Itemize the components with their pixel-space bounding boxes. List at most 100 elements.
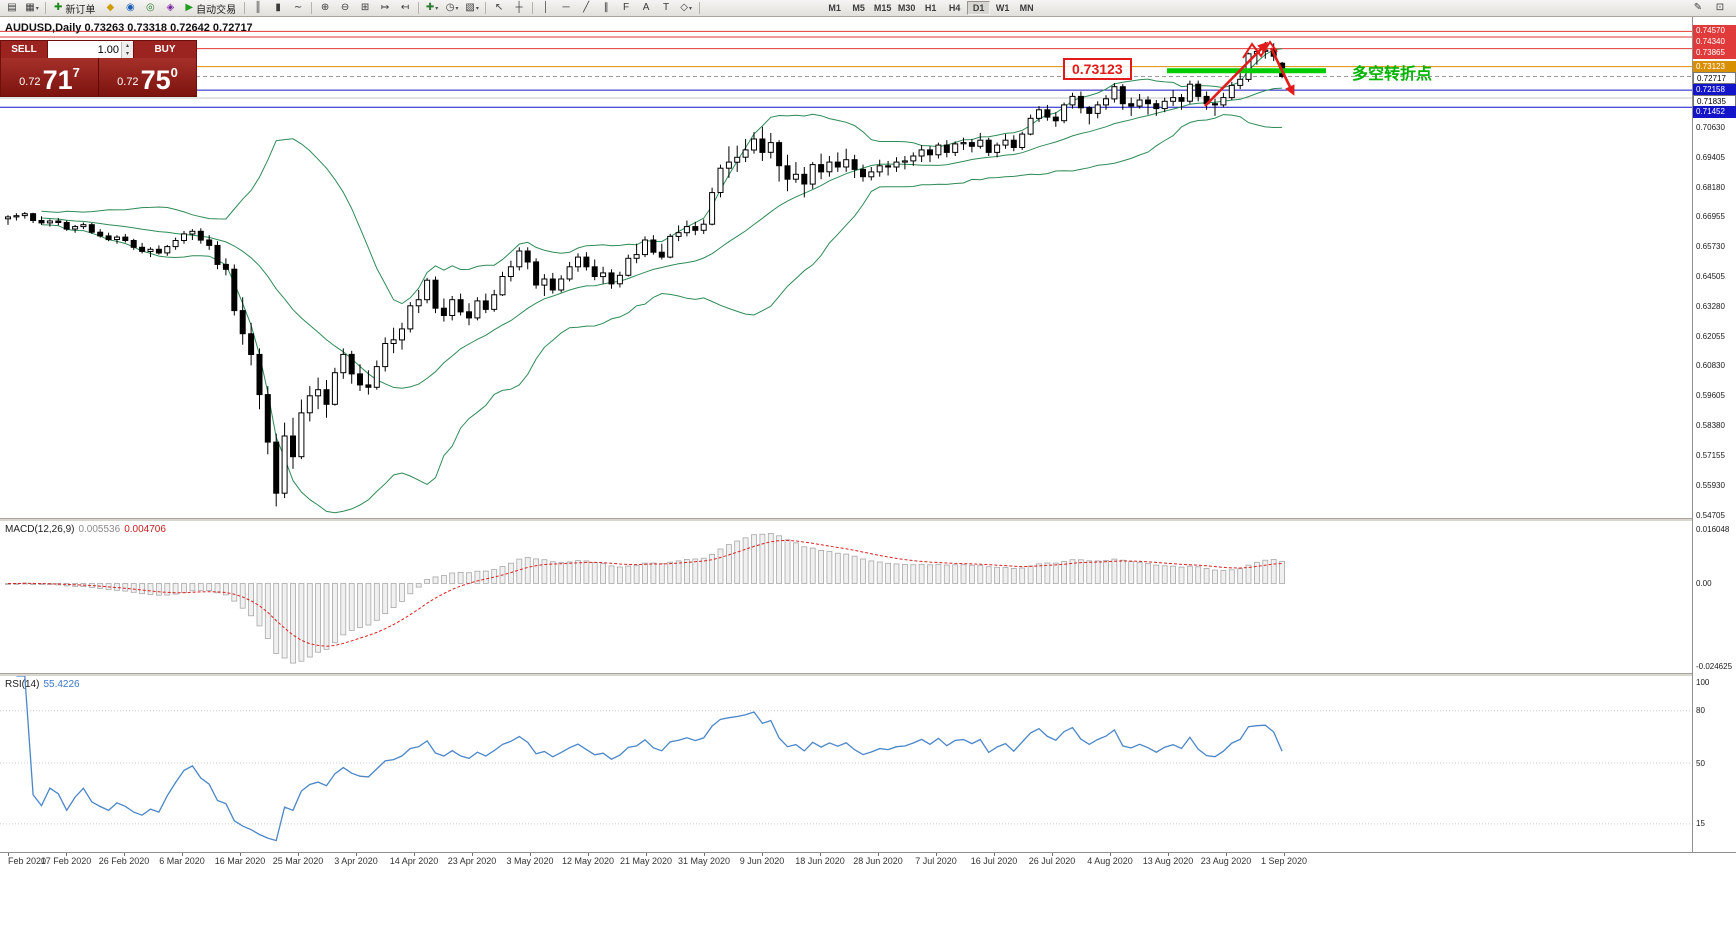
chart-shift-button[interactable]: ↤ (395, 1, 415, 15)
price-grid-label: 0.68180 (1696, 182, 1725, 192)
price-level-label: 0.74570 (1693, 25, 1736, 38)
timeframe-m5-button[interactable]: M5 (852, 3, 865, 13)
macd-histogram (5, 532, 1285, 664)
rsi-canvas[interactable] (0, 676, 1692, 850)
volume-up-button[interactable]: ▴ (122, 41, 133, 50)
timeframe-m15-button[interactable]: M15 (873, 3, 892, 13)
price-grid-label: 0.57155 (1696, 450, 1725, 460)
time-tick (936, 853, 937, 856)
candlestick-chart-button[interactable]: ▮ (268, 1, 288, 15)
price-callout[interactable]: 0.73123 (1063, 58, 1132, 80)
channel-button[interactable]: ∥ (596, 1, 616, 15)
price-grid-label: 0.59605 (1696, 391, 1725, 401)
new-chart-button[interactable]: ▤ (2, 1, 22, 15)
time-label: 16 Jul 2020 (970, 856, 1018, 866)
time-tick (8, 853, 9, 856)
price-grid-label: 0.54705 (1696, 510, 1725, 520)
trendline-icon: ╱ (583, 2, 590, 13)
templates-button[interactable]: ▧ ▾ (462, 1, 482, 15)
trendline-button[interactable]: ╱ (576, 1, 596, 15)
time-tick (66, 853, 67, 856)
price-axis[interactable]: 0.74570 0.74340 0.73865 0.73123 0.72717 0.721… (1692, 17, 1736, 852)
macd-scale-label: 0.00 (1696, 579, 1712, 588)
timeframe-h1-button[interactable]: H1 (924, 3, 937, 13)
tile-windows-icon: ⊞ (360, 2, 370, 13)
macd-canvas[interactable] (0, 521, 1692, 673)
tile-windows-button[interactable]: ⊞ (355, 1, 375, 15)
sell-button[interactable]: SELL (1, 41, 47, 58)
text-button[interactable]: A (636, 1, 656, 15)
zigzag-annotation[interactable] (1242, 40, 1278, 59)
vertical-line-button[interactable]: │ (536, 1, 556, 15)
toolbar-buttons: ▤ ▦ ▾ ✚ 新订单 ◆ ◉ ◎ ◈ ▶ 自动交易 ║ ▮ ∼ ⊕ ⊖ ⊞ ↦ ↤ ✚ ▾ ◷ ▾ ▧ ▾ ↖ ┼ │ ─ ╱ ∥ F A T ◇… (0, 1, 703, 16)
diamond-icon: ◆ (106, 2, 115, 13)
price-chart-canvas[interactable] (0, 18, 1692, 518)
auto-trading-button[interactable]: ▶ 自动交易 (180, 1, 241, 16)
auto-scroll-icon: ↦ (380, 2, 390, 13)
shapes-icon: ◇ (680, 2, 688, 13)
price-level-label: 0.73123 (1693, 60, 1736, 73)
auto-trading-button-label: 自动交易 (196, 4, 237, 16)
time-label: 7 Jul 2020 (915, 856, 957, 866)
macd-scale-label: -0.024625 (1696, 662, 1733, 672)
pencil-button[interactable]: ✎ (1688, 1, 1708, 15)
auto-scroll-button[interactable]: ↦ (375, 1, 395, 15)
time-label: 23 Aug 2020 (1200, 856, 1252, 866)
panel-toggle-button[interactable]: ⊡ (1710, 1, 1730, 15)
timeframe-h4-button[interactable]: H4 (948, 3, 961, 13)
time-label: 14 Apr 2020 (389, 856, 439, 866)
time-axis[interactable]: Feb 2020 17 Feb 2020 26 Feb 2020 6 Mar 2020… (0, 852, 1736, 868)
zoom-in-button[interactable]: ⊕ (315, 1, 335, 15)
turning-point-text[interactable]: 多空转折点 (1352, 66, 1433, 83)
timeframe-w1-button[interactable]: W1 (995, 3, 1010, 13)
price-grid-label: 0.62055 (1696, 331, 1725, 341)
timeframe-m30-button[interactable]: M30 (897, 3, 916, 13)
terminal-button[interactable]: ◈ (160, 1, 180, 15)
timeframe-m1-button[interactable]: M1 (828, 3, 841, 13)
market-watch-button[interactable]: ◉ (120, 1, 140, 15)
navigator-button[interactable]: ◎ (140, 1, 160, 15)
price-grid-label: 0.58380 (1696, 421, 1725, 430)
crosshair-icon: ┼ (515, 2, 523, 13)
price-grid-label: 0.64505 (1696, 271, 1725, 281)
price-grid-label: 0.60830 (1696, 361, 1725, 371)
text-label-button[interactable]: T (656, 1, 676, 15)
buy-price-button[interactable]: 0.72 75 0 (99, 58, 196, 96)
volume-down-button[interactable]: ▾ (122, 49, 133, 58)
time-tick (820, 853, 821, 856)
arrows-button[interactable]: ◇ ▾ (676, 1, 696, 15)
profiles-button[interactable]: ▦ ▾ (22, 1, 42, 15)
panel-icon: ⊡ (1715, 2, 1725, 13)
bar-chart-button[interactable]: ║ (248, 1, 268, 15)
line-chart-button[interactable]: ∼ (288, 1, 308, 15)
timeframe-mn-button[interactable]: MN (1019, 3, 1034, 13)
main-toolbar: ▤ ▦ ▾ ✚ 新订单 ◆ ◉ ◎ ◈ ▶ 自动交易 ║ ▮ ∼ ⊕ ⊖ ⊞ ↦ ↤ ✚ ▾ ◷ ▾ ▧ ▾ ↖ ┼ │ ─ ╱ ∥ F A T ◇… (0, 0, 1736, 17)
metaeditor-button[interactable]: ◆ (100, 1, 120, 15)
pane-splitter-rsi[interactable] (0, 673, 1736, 676)
price-level-label: 0.72717 (1693, 71, 1736, 84)
new-order-button[interactable]: ✚ 新订单 (49, 1, 100, 16)
cursor-button[interactable]: ↖ (489, 1, 509, 15)
pane-splitter-macd[interactable] (0, 518, 1736, 521)
rsi-scale-label: 80 (1696, 706, 1705, 716)
periods-button[interactable]: ◷ ▾ (442, 1, 462, 15)
buy-button[interactable]: BUY (134, 41, 196, 58)
sell-price-button[interactable]: 0.72 71 7 (1, 58, 98, 96)
toolbar-separator (532, 2, 534, 14)
horizontal-level-lines (0, 30, 1692, 108)
timeframe-d1-button[interactable]: D1 (967, 1, 991, 15)
drop-arrow[interactable] (1269, 47, 1295, 96)
chevron-down-icon: ▾ (455, 5, 459, 12)
fibonacci-button[interactable]: F (616, 1, 636, 15)
trade-panel-divider (98, 58, 99, 96)
volume-input[interactable]: 1.00 ▴ ▾ (47, 41, 134, 58)
rsi-title: RSI(14) (5, 679, 40, 690)
crosshair-button[interactable]: ┼ (509, 1, 529, 15)
indicators-button[interactable]: ✚ ▾ (422, 1, 442, 15)
zoom-out-button[interactable]: ⊖ (335, 1, 355, 15)
time-label: Feb 2020 (8, 856, 47, 866)
rally-arrow[interactable] (1204, 41, 1269, 107)
horizontal-line-button[interactable]: ─ (556, 1, 576, 15)
bollinger-lower-band (41, 114, 1283, 514)
